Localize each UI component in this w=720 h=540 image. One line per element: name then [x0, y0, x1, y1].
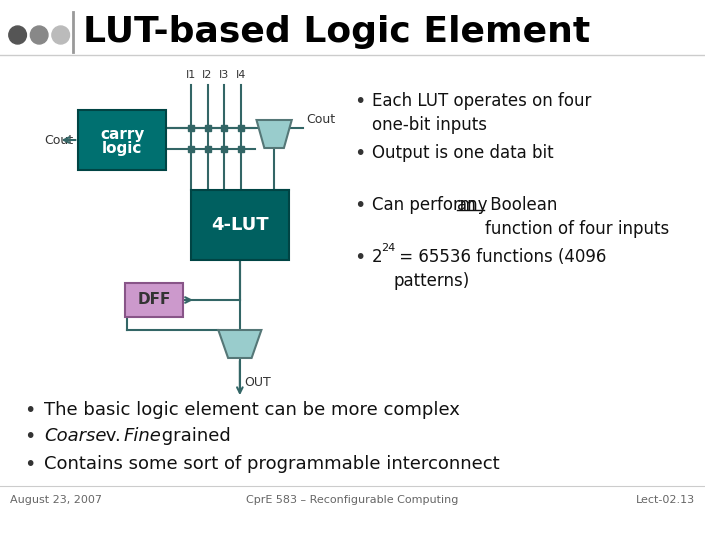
Text: CprE 583 – Reconfigurable Computing: CprE 583 – Reconfigurable Computing	[246, 495, 459, 505]
Text: The basic logic element can be more complex: The basic logic element can be more comp…	[44, 401, 460, 419]
Text: Cout: Cout	[45, 133, 73, 146]
Text: Cout: Cout	[307, 113, 336, 126]
Text: LUT-based Logic Element: LUT-based Logic Element	[84, 15, 590, 49]
Text: August 23, 2007: August 23, 2007	[10, 495, 102, 505]
Text: 24: 24	[381, 243, 395, 253]
Text: •: •	[24, 401, 35, 420]
Text: DFF: DFF	[138, 293, 171, 307]
Text: Each LUT operates on four
one-bit inputs: Each LUT operates on four one-bit inputs	[372, 92, 591, 133]
FancyBboxPatch shape	[125, 283, 183, 317]
Text: Fine: Fine	[123, 427, 161, 445]
Text: OUT: OUT	[245, 375, 271, 388]
Text: •: •	[24, 455, 35, 474]
Circle shape	[52, 26, 70, 44]
Text: Contains some sort of programmable interconnect: Contains some sort of programmable inter…	[44, 455, 500, 473]
Circle shape	[9, 26, 27, 44]
Text: I1: I1	[186, 70, 196, 80]
Circle shape	[30, 26, 48, 44]
FancyBboxPatch shape	[78, 110, 166, 170]
Text: I3: I3	[219, 70, 229, 80]
FancyBboxPatch shape	[191, 190, 289, 260]
Polygon shape	[218, 330, 261, 358]
Text: •: •	[354, 144, 366, 163]
Text: logic: logic	[102, 140, 143, 156]
Text: Boolean
function of four inputs: Boolean function of four inputs	[485, 196, 669, 238]
Text: I4: I4	[235, 70, 246, 80]
Polygon shape	[256, 120, 292, 148]
Text: 2: 2	[372, 248, 382, 266]
Text: grained: grained	[156, 427, 230, 445]
Text: Output is one data bit: Output is one data bit	[372, 144, 554, 162]
Text: •: •	[354, 248, 366, 267]
Text: any: any	[457, 196, 487, 214]
Text: carry: carry	[100, 126, 145, 141]
Text: = 65536 functions (4096
patterns): = 65536 functions (4096 patterns)	[394, 248, 606, 289]
Text: I2: I2	[202, 70, 212, 80]
Text: Can perform: Can perform	[372, 196, 481, 214]
Text: •: •	[24, 427, 35, 446]
Text: v.: v.	[100, 427, 126, 445]
Text: Lect-02.13: Lect-02.13	[636, 495, 695, 505]
Text: •: •	[354, 196, 366, 215]
Text: Coarse: Coarse	[44, 427, 107, 445]
Text: •: •	[354, 92, 366, 111]
Text: 4-LUT: 4-LUT	[211, 216, 269, 234]
